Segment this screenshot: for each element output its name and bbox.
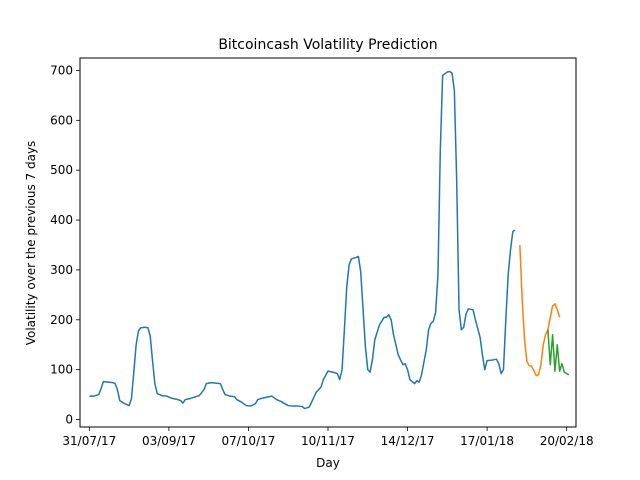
series-line-1 — [89, 70, 516, 410]
x-axis-label: Day — [316, 456, 340, 470]
y-tick-label: 700 — [50, 63, 73, 77]
x-tick-label: 17/01/18 — [460, 434, 514, 448]
chart-title: Bitcoincash Volatility Prediction — [218, 37, 437, 53]
x-tick-label: 10/11/17 — [301, 434, 355, 448]
y-tick-label: 500 — [50, 163, 73, 177]
x-tick-label: 20/02/18 — [540, 434, 594, 448]
x-tick-label: 03/09/17 — [142, 434, 196, 448]
series-line-2 — [519, 244, 561, 377]
x-tick-label: 14/12/17 — [381, 434, 435, 448]
y-tick-label: 600 — [50, 113, 73, 127]
y-axis-label: Volatility over the previous 7 days — [24, 141, 38, 346]
y-tick-label: 300 — [50, 263, 73, 277]
y-tick-label: 100 — [50, 363, 73, 377]
y-axis: 0 100 200 300 400 500 600 700 — [50, 63, 80, 427]
series-line-3 — [547, 329, 570, 376]
x-tick-label: 07/10/17 — [221, 434, 275, 448]
y-tick-label: 200 — [50, 313, 73, 327]
plot-lines — [89, 70, 570, 410]
y-tick-label: 400 — [50, 213, 73, 227]
y-tick-label: 0 — [65, 413, 73, 427]
x-tick-label: 31/07/17 — [62, 434, 116, 448]
x-axis: 31/07/17 03/09/17 07/10/17 10/11/17 14/12/17… — [62, 427, 594, 448]
